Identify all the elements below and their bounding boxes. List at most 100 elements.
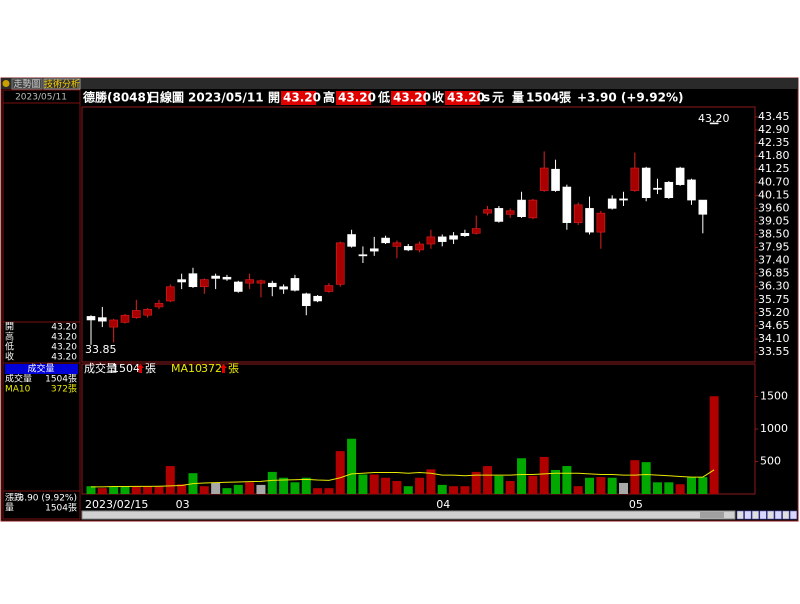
toolbar-icon[interactable]: [767, 510, 775, 520]
candle-body: [630, 167, 640, 191]
toolbar-icon[interactable]: [782, 510, 790, 520]
high-label: 高: [323, 90, 335, 105]
footer-value: 1504張: [45, 503, 77, 514]
stock-name: 德勝(8048): [83, 90, 151, 105]
candle-body: [381, 237, 390, 244]
volume-bar: [415, 477, 425, 494]
y-tick-label: 34.65: [758, 319, 790, 332]
quote-value: 43.20: [51, 333, 77, 343]
toolbar-icon[interactable]: [774, 510, 782, 520]
quote-label: 收: [5, 351, 14, 363]
tab[interactable]: [11, 78, 43, 90]
sidebar-volume-title: 成交量: [27, 363, 54, 375]
volume-bar: [630, 460, 640, 494]
volume-bar: [335, 451, 345, 494]
y-tick-label: 1500: [760, 390, 788, 403]
candle-body: [539, 167, 549, 191]
volume-bar: [471, 471, 481, 494]
candle-body: [641, 167, 651, 198]
footer-value: 3.90 (9.92%): [18, 494, 77, 504]
menu-icon[interactable]: [2, 80, 10, 87]
volume-bar: [403, 486, 413, 494]
quote-label: 開: [5, 322, 14, 333]
volume-row-label: 成交量: [5, 373, 32, 385]
volume-bar: [596, 477, 606, 494]
sidebar-volume-header: [5, 364, 78, 374]
candle-body: [211, 275, 220, 279]
volume-bar: [653, 482, 662, 494]
candle-body: [177, 279, 186, 283]
volume-bar: [222, 488, 232, 494]
y-tick-label: 1000: [760, 422, 788, 435]
y-tick-label: 34.10: [758, 332, 790, 345]
candle-body: [267, 282, 277, 288]
candle-body: [471, 228, 481, 234]
candle-body: [585, 208, 594, 233]
volume-bar: [686, 477, 696, 494]
y-tick-label: 42.35: [758, 136, 790, 149]
y-tick-label: 36.85: [758, 267, 790, 280]
candle-body: [562, 186, 572, 223]
volume-bar: [381, 477, 391, 494]
quote-value: 43.20: [51, 353, 77, 363]
volume-bar: [437, 484, 447, 494]
candle-body: [573, 204, 583, 223]
quote-label: 低: [5, 341, 14, 353]
candle-body: [392, 242, 402, 247]
toolbar-icon[interactable]: [789, 510, 798, 520]
y-tick-label: 36.30: [758, 280, 790, 293]
up-arrow: [137, 364, 144, 373]
candle-body: [403, 246, 413, 251]
candle-body: [460, 233, 470, 236]
volume-legend-name: 成交量: [84, 361, 117, 375]
y-tick-label: 37.95: [758, 241, 790, 254]
y-tick-label: 33.55: [758, 345, 790, 358]
candle-body: [505, 210, 515, 215]
candle-body: [222, 276, 232, 280]
quote-value: 43.20: [51, 323, 77, 333]
candle-body: [166, 286, 175, 302]
toolbar-icon[interactable]: [759, 510, 767, 520]
candle-body: [154, 303, 164, 308]
volume-bar: [301, 477, 311, 494]
candle-body: [301, 293, 311, 307]
candle-body: [607, 198, 617, 209]
scroll-thumb[interactable]: [700, 512, 724, 518]
volume-bar: [256, 484, 266, 494]
y-tick-label: 40.70: [758, 175, 790, 188]
scrollbar[interactable]: [81, 510, 736, 520]
toolbar-icon[interactable]: [736, 510, 744, 520]
candle-body: [245, 279, 254, 284]
toolbar-icon[interactable]: [751, 510, 760, 520]
candle-body: [675, 167, 685, 185]
volume-bar: [494, 475, 504, 494]
low-value: 43.20: [393, 91, 431, 105]
volume-bar: [675, 484, 685, 494]
volume-bar: [211, 482, 221, 494]
volume-bar: [505, 481, 515, 494]
tab-bar: [1, 78, 798, 89]
candle-body: [86, 316, 96, 321]
volume-bar: [426, 469, 436, 494]
candle-body: [528, 199, 538, 219]
tab-label[interactable]: 走勢圖: [13, 78, 40, 90]
volume-bar: [165, 466, 175, 494]
candle-body: [200, 279, 209, 288]
volume-bar: [392, 481, 402, 494]
candle-body: [132, 310, 141, 318]
y-tick-label: 37.40: [758, 254, 790, 267]
tab-active[interactable]: [43, 78, 81, 90]
volume-legend-unit: 張: [145, 362, 156, 375]
volume-bar: [279, 477, 289, 494]
volume-bar: [460, 486, 470, 494]
price-box: [445, 91, 480, 105]
tab-label[interactable]: 技術分析: [44, 78, 80, 90]
candle-body: [358, 254, 368, 257]
sidebar-date: 2023/05/11: [15, 93, 67, 103]
price-box: [336, 91, 371, 105]
volume-label: 量: [512, 91, 524, 105]
toolbar-icon[interactable]: [744, 510, 752, 520]
volume-bar: [369, 474, 379, 494]
volume-bar: [641, 462, 651, 494]
